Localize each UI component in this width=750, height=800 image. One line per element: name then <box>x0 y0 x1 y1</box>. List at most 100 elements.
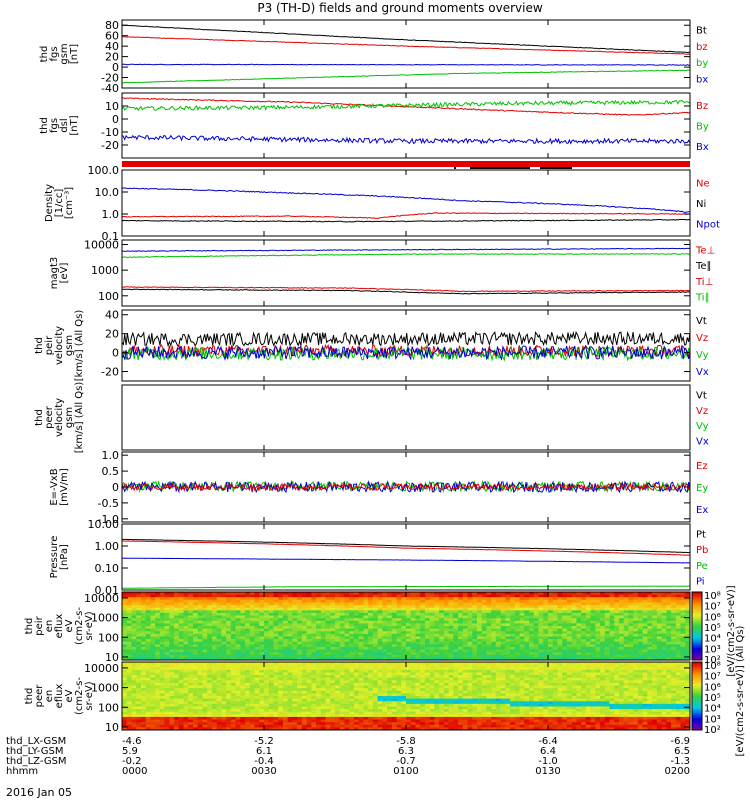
spectrogram-cell <box>642 597 648 601</box>
spectrogram-cell <box>420 602 426 606</box>
spectrogram-cell <box>406 672 412 676</box>
spectrogram-cell <box>178 703 184 707</box>
spectrogram-cell <box>514 610 520 614</box>
spectrogram-cell <box>230 636 236 640</box>
spectrogram-cell <box>273 615 279 619</box>
spectrogram-cell <box>145 626 151 630</box>
spectrogram-cell <box>320 703 326 707</box>
spectrogram-cell <box>311 618 317 622</box>
spectrogram-cell <box>391 623 397 627</box>
spectrogram-cell <box>150 669 156 673</box>
spectrogram-cell <box>226 633 232 637</box>
spectrogram-cell <box>273 602 279 606</box>
spectrogram-cell <box>325 716 331 720</box>
spectrogram-cell <box>193 675 199 679</box>
spectrogram-cell <box>467 607 473 611</box>
spectrogram-cell <box>306 649 312 653</box>
spectrogram-cell <box>311 706 317 710</box>
spectrogram-cell <box>590 620 596 624</box>
spectrogram-cell <box>680 602 686 606</box>
spectrogram-cell <box>401 649 407 653</box>
spectrogram-cell <box>382 685 388 689</box>
spectrogram-cell <box>538 644 544 648</box>
spectrogram-cell <box>122 626 128 630</box>
spectrogram-cell <box>344 706 350 710</box>
spectrogram-cell <box>197 597 203 601</box>
spectrogram-cell <box>155 667 161 671</box>
spectrogram-cell <box>510 594 516 598</box>
spectrogram-cell <box>311 727 317 731</box>
spectrogram-cell <box>193 639 199 643</box>
spectrogram-cell <box>202 722 208 726</box>
spectrogram-cell <box>330 703 336 707</box>
spectrogram-cell <box>159 602 165 606</box>
spectrogram-cell <box>311 719 317 723</box>
spectrogram-cell <box>216 657 222 661</box>
spectrogram-cell <box>197 675 203 679</box>
spectrogram-cell <box>230 696 236 700</box>
spectrogram-cell <box>358 667 364 671</box>
spectrogram-cell <box>278 605 284 609</box>
spectrogram-cell <box>273 703 279 707</box>
spectrogram-cell <box>183 641 189 645</box>
spectrogram-cell <box>633 646 639 650</box>
spectrogram-cell <box>178 706 184 710</box>
spectrogram-cell <box>183 592 189 596</box>
spectrogram-cell <box>164 672 170 676</box>
spectrogram-cell <box>372 722 378 726</box>
spectrogram-cell <box>211 633 218 637</box>
spectrogram-cell <box>169 599 175 603</box>
spectrogram-cell <box>372 664 378 668</box>
spectrogram-cell <box>297 667 303 671</box>
spectrogram-cell <box>259 657 265 661</box>
spectrogram-cell <box>396 652 402 656</box>
spectrogram-cell <box>396 654 402 658</box>
spectrogram-cell <box>226 631 232 635</box>
spectrogram-cell <box>282 688 289 692</box>
spectrogram-cell <box>240 698 246 702</box>
spectrogram-cell <box>363 628 369 632</box>
spectrogram-cell <box>273 644 279 648</box>
spectrogram-cell <box>652 605 658 609</box>
spectrogram-cell <box>306 709 312 713</box>
spectrogram-cell <box>391 646 397 650</box>
spectrogram-cell <box>268 690 274 694</box>
spectrogram-cell <box>136 612 142 616</box>
spectrogram-cell <box>297 724 303 728</box>
spectrogram-cell <box>282 693 289 697</box>
spectrogram-cell <box>467 620 473 624</box>
spectrogram-cell <box>453 644 459 648</box>
spectrogram-cell <box>524 594 530 598</box>
spectrogram-cell <box>325 618 331 622</box>
spectrogram-cell <box>458 605 464 609</box>
spectrogram-cell <box>174 610 180 614</box>
spectrogram-cell <box>249 631 255 635</box>
spectrogram-cell <box>245 680 251 684</box>
spectrogram-cell <box>647 592 653 596</box>
spectrogram-cell <box>652 623 658 627</box>
spectrogram-cell <box>448 599 454 603</box>
spectrogram-cell <box>387 693 393 697</box>
spectrogram-cell <box>126 599 132 603</box>
spectrogram-cell <box>245 719 251 723</box>
y-tick-label: 1.0 <box>102 449 120 462</box>
spectrogram-cell <box>519 628 525 632</box>
spectrogram-cell <box>235 610 241 614</box>
spectrogram-cell <box>178 607 184 611</box>
spectrogram-cell <box>155 711 161 715</box>
spectrogram-cell <box>590 649 596 653</box>
spectrogram-cell <box>519 646 525 650</box>
spectrogram-cell <box>140 607 147 611</box>
spectrogram-cell <box>571 652 577 656</box>
spectrogram-cell <box>159 646 165 650</box>
spectrogram-cell <box>600 654 606 658</box>
spectrogram-cell <box>264 669 270 673</box>
spectrogram-cell <box>552 615 558 619</box>
spectrogram-cell <box>264 646 270 650</box>
spectrogram-cell <box>136 680 142 684</box>
spectrogram-cell <box>368 599 374 603</box>
spectrogram-cell <box>680 599 686 603</box>
spectrogram-cell <box>609 644 615 648</box>
spectrogram-cell <box>652 626 658 630</box>
spectrogram-cell <box>623 636 629 640</box>
